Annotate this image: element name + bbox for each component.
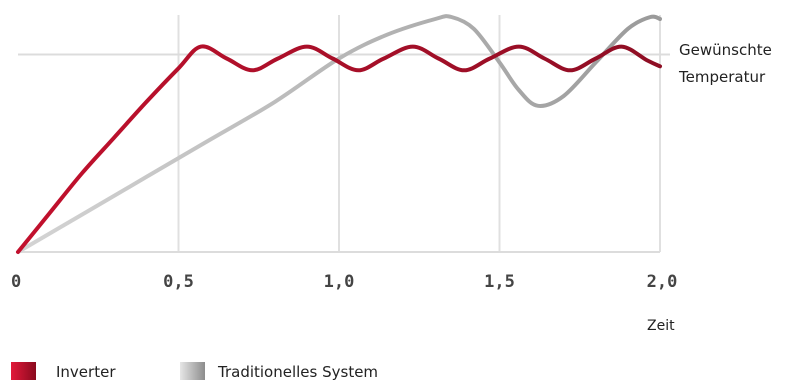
series-line-inverter [16,44,662,254]
series-line-traditional [16,14,662,254]
legend-swatch-traditional [180,362,205,380]
annotation-line-1: Gewünschte [679,41,772,59]
x-tick-label-3: 1,5 [484,272,515,292]
x-tick-labels: 0 0,5 1,0 1,5 2,0 [11,272,677,292]
legend-label-inverter: Inverter [56,363,116,380]
series-layer [16,14,662,254]
legend-label-traditional: Traditionelles System [217,363,378,380]
annotation-line-2: Temperatur [678,68,766,86]
x-tick-label-0: 0 [11,272,21,292]
x-tick-label-2: 1,0 [324,272,355,292]
x-axis-label: Zeit [647,318,675,334]
x-tick-label-1: 0,5 [163,272,194,292]
x-tick-label-4: 2,0 [647,272,678,292]
legend-swatch-inverter [11,362,36,380]
legend: Inverter Traditionelles System [11,362,378,380]
